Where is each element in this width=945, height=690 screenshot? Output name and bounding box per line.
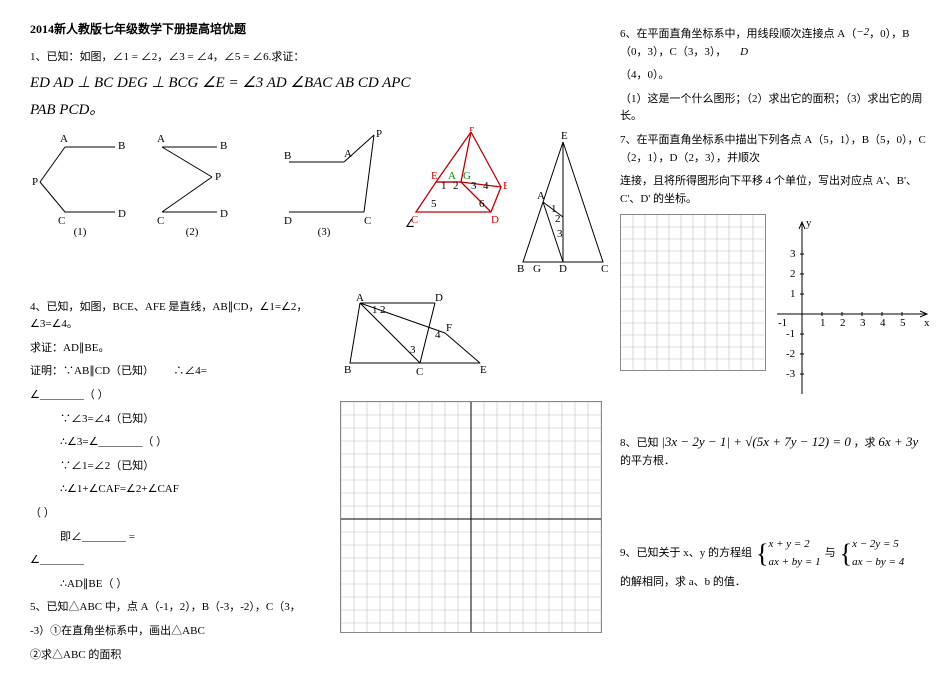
figure-q4: A D B C E F 1 2 3 4: [340, 293, 490, 388]
svg-text:E: E: [431, 170, 438, 182]
svg-text:A: A: [60, 133, 68, 145]
svg-text:3: 3: [557, 228, 563, 240]
proof-line10: ∴AD∥BE（ ）: [30, 576, 330, 594]
q6-text: 6、在平面直角坐标系中，用线段顺次连接点 A（−2，0），B（0，3），C（3，…: [620, 26, 930, 61]
svg-text:2: 2: [840, 317, 846, 329]
svg-text:F: F: [446, 322, 452, 334]
svg-text:1: 1: [790, 288, 796, 300]
svg-text:C: C: [157, 215, 164, 227]
svg-text:F: F: [469, 127, 475, 134]
svg-text:D: D: [118, 208, 126, 220]
svg-text:2: 2: [555, 213, 561, 225]
proof-line4: ∴∠3=∠________（ ）: [30, 434, 330, 452]
figure-triangle: E A B G D C 1 2 3: [513, 127, 610, 277]
svg-text:B: B: [517, 263, 524, 275]
svg-text:(1): (1): [74, 226, 87, 237]
svg-text:B: B: [344, 364, 351, 376]
svg-text:P: P: [32, 176, 38, 188]
svg-text:∠: ∠: [405, 218, 415, 230]
svg-text:C: C: [601, 263, 608, 275]
q5-text-c: ②求△ABC 的面积: [30, 647, 330, 665]
svg-text:5: 5: [431, 198, 437, 210]
svg-text:D: D: [220, 208, 228, 220]
proof-line5: ∵∠1=∠2（已知）: [30, 458, 330, 476]
grid-q5: [340, 401, 602, 633]
svg-text:-2: -2: [786, 348, 795, 360]
svg-text:3: 3: [790, 248, 796, 260]
svg-text:C: C: [58, 215, 65, 227]
q7-b: 连接，且将所得图形向下平移 4 个单位，写出对应点 A'、B'、C'、D' 的坐…: [620, 173, 930, 208]
q6-d: （4，0）。: [620, 67, 930, 85]
svg-text:2: 2: [380, 304, 386, 316]
svg-text:3: 3: [410, 344, 416, 356]
svg-text:D: D: [559, 263, 567, 275]
q8-line: 8、已知 |3x − 2y − 1| + √(5x + 7y − 12) = 0…: [620, 432, 930, 470]
q4-text: 4、已知，如图，BCE、AFE 是直线，AB∥CD，∠1=∠2，∠3=∠4。: [30, 299, 330, 334]
figure-3: B A P D C (3): [264, 127, 395, 237]
svg-text:P: P: [215, 171, 221, 183]
q7-text: 7、在平面直角坐标系中描出下列各点 A（5，1），B（5，0），C（2，1），D…: [620, 132, 930, 167]
svg-text:A: A: [157, 133, 165, 145]
svg-text:-1: -1: [786, 328, 795, 340]
q1-expr: ED AD ⊥ BC DEG ⊥ BCG ∠E = ∠3 AD ∠BAC AB …: [30, 73, 610, 92]
q1-text: 1、已知：如图，∠1 = ∠2，∠3 = ∠4，∠5 = ∠6.求证：: [30, 49, 610, 67]
svg-text:y: y: [806, 217, 812, 229]
figure-2: A B P C D (2): [147, 127, 258, 237]
svg-text:2: 2: [453, 180, 459, 192]
svg-text:A: A: [537, 190, 545, 202]
svg-text:(2): (2): [186, 226, 199, 237]
grid-q7: [620, 214, 766, 371]
q1-expr2: PAB PCD。: [30, 98, 610, 119]
svg-text:C: C: [416, 366, 423, 378]
svg-text:5: 5: [900, 317, 906, 329]
svg-text:D: D: [491, 214, 499, 226]
svg-text:B: B: [503, 180, 507, 192]
svg-text:4: 4: [483, 180, 489, 192]
svg-text:E: E: [561, 130, 568, 142]
svg-text:G: G: [533, 263, 541, 275]
proof-line7: （ ）: [30, 505, 330, 523]
svg-text:4: 4: [435, 329, 441, 341]
proof-line3: ∵∠3=∠4（已知）: [30, 411, 330, 429]
svg-text:D: D: [435, 293, 443, 304]
q4-req: 求证：AD∥BE。: [30, 340, 330, 358]
svg-text:D: D: [284, 215, 292, 227]
svg-text:x: x: [924, 317, 930, 329]
svg-text:A: A: [344, 148, 352, 160]
svg-text:A: A: [356, 293, 364, 304]
q9-line: 9、已知关于 x、y 的方程组 { x + y = 2 ax + by = 1 …: [620, 533, 930, 592]
proof-line1: 证明：∵AB∥CD（已知）: [30, 365, 154, 377]
svg-text:G: G: [463, 170, 471, 182]
q5-text-b: -3）①在直角坐标系中，画出△ABC: [30, 623, 330, 641]
q5-text: 5、已知△ABC 中，点 A（-1，2），B（-3，-2），C（3，: [30, 599, 330, 617]
doc-title: 2014新人教版七年级数学下册提高培优题: [30, 20, 610, 37]
proof-line2: ∠________（ ）: [30, 387, 330, 405]
svg-text:-3: -3: [786, 368, 796, 380]
proof-line8: 即∠________ =: [60, 531, 135, 543]
svg-text:1: 1: [820, 317, 826, 329]
coord-axes: y x 1 2 3 4 5 -1 1 2 3 -1 -2 -3: [772, 214, 930, 404]
svg-text:6: 6: [479, 198, 485, 210]
svg-text:P: P: [376, 128, 382, 140]
proof-line6: ∴∠1+∠CAF=∠2+∠CAF: [30, 481, 330, 499]
svg-text:B: B: [118, 140, 125, 152]
svg-text:2: 2: [790, 268, 796, 280]
svg-text:B: B: [284, 150, 291, 162]
svg-text:B: B: [220, 140, 227, 152]
figure-1: A B P C D (1): [30, 127, 141, 237]
svg-text:1: 1: [372, 304, 378, 316]
svg-text:3: 3: [471, 180, 477, 192]
figure-quad: F E A G B C D 1 2 3 4 5 6 ∠: [401, 127, 507, 277]
svg-text:4: 4: [880, 317, 886, 329]
q6-e: （1）这是一个什么图形；（2）求出它的面积；（3）求出它的周长。: [620, 91, 930, 126]
svg-text:C: C: [364, 215, 371, 227]
svg-text:1: 1: [441, 180, 447, 192]
proof-line1b: ∴∠4=: [173, 365, 207, 377]
svg-text:E: E: [480, 364, 487, 376]
svg-text:(3): (3): [318, 226, 331, 237]
svg-text:3: 3: [860, 317, 866, 329]
proof-line9: ∠________: [30, 552, 330, 570]
